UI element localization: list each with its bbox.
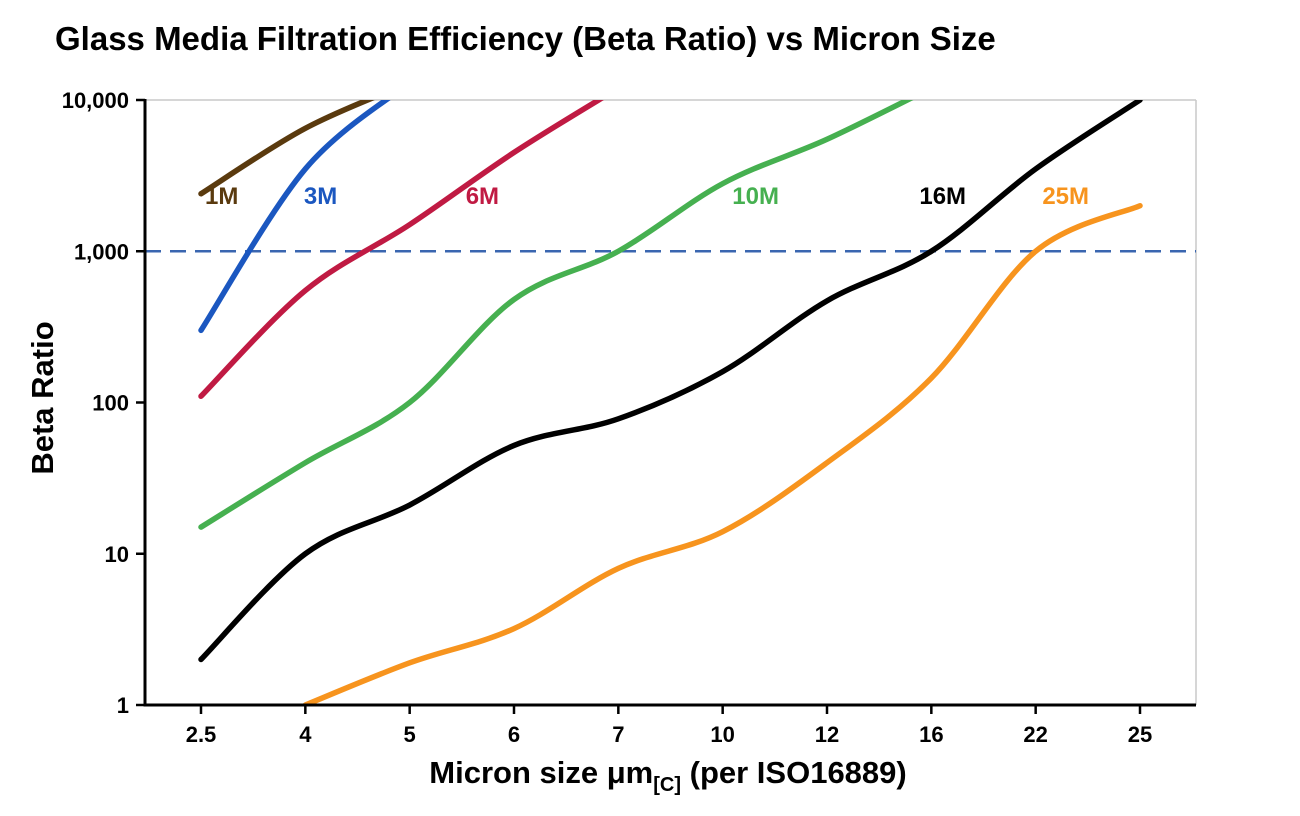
y-tick-label: 1,000 bbox=[74, 239, 129, 264]
x-tick-label: 2.5 bbox=[186, 722, 217, 747]
x-tick-label: 12 bbox=[815, 722, 839, 747]
chart-title: Glass Media Filtration Efficiency (Beta … bbox=[55, 20, 996, 57]
series-label-25M: 25M bbox=[1042, 183, 1089, 210]
x-tick-label: 22 bbox=[1023, 722, 1047, 747]
series-label-16M: 16M bbox=[919, 183, 966, 210]
x-tick-label: 4 bbox=[299, 722, 312, 747]
y-tick-label: 10 bbox=[105, 542, 129, 567]
x-axis-label: Micron size μm[C] (per ISO16889) bbox=[429, 755, 907, 796]
x-tick-label: 25 bbox=[1128, 722, 1152, 747]
series-line-6M bbox=[198, 100, 604, 399]
series-label-6M: 6M bbox=[466, 183, 499, 210]
x-tick-label: 10 bbox=[710, 722, 734, 747]
series-line-3M bbox=[198, 100, 391, 334]
series-line-16M bbox=[198, 100, 1143, 663]
x-axis-label-subscript: [C] bbox=[653, 774, 682, 796]
x-axis-label-text: Micron size μm bbox=[429, 755, 654, 790]
y-tick-label: 10,000 bbox=[62, 88, 129, 113]
series-label-10M: 10M bbox=[732, 183, 779, 210]
x-axis-label-suffix: (per ISO16889) bbox=[681, 755, 907, 790]
x-tick-label: 6 bbox=[508, 722, 520, 747]
x-tick-label: 7 bbox=[612, 722, 624, 747]
x-tick-label: 5 bbox=[404, 722, 416, 747]
series-line-25M bbox=[302, 202, 1143, 705]
series-label-3M: 3M bbox=[304, 183, 337, 210]
series-line-1M bbox=[198, 100, 375, 197]
series-line-10M bbox=[198, 100, 914, 530]
series-label-1M: 1M bbox=[205, 183, 238, 210]
y-tick-label: 100 bbox=[92, 391, 129, 416]
y-tick-label: 1 bbox=[117, 693, 129, 718]
x-tick-label: 16 bbox=[919, 722, 943, 747]
